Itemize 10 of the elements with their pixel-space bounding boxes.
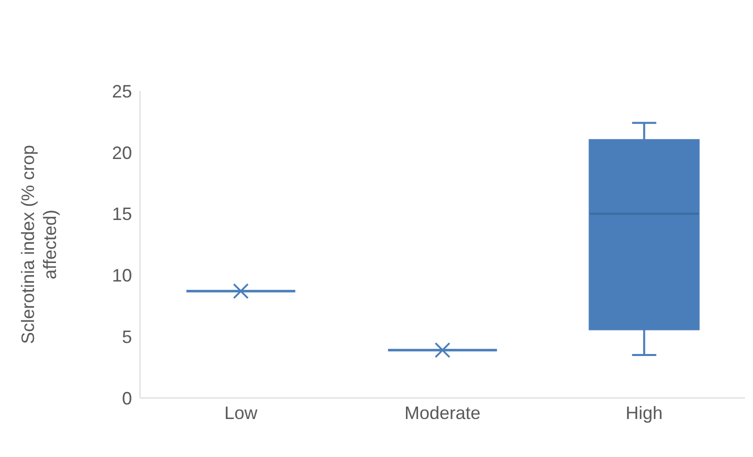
y-tick-label: 5 [122, 326, 132, 347]
x-tick-label: High [626, 402, 663, 423]
y-tick-label: 0 [122, 388, 132, 408]
y-tick-label: 25 [112, 81, 132, 102]
x-tick-label: Moderate [404, 402, 481, 423]
y-tick-label: 20 [112, 142, 132, 163]
x-tick-label: Low [224, 402, 258, 423]
y-tick-label: 10 [112, 266, 132, 286]
y-tick-label: 15 [112, 204, 132, 224]
y-axis-title: Sclerotinia index (% crop affected) [18, 144, 60, 344]
